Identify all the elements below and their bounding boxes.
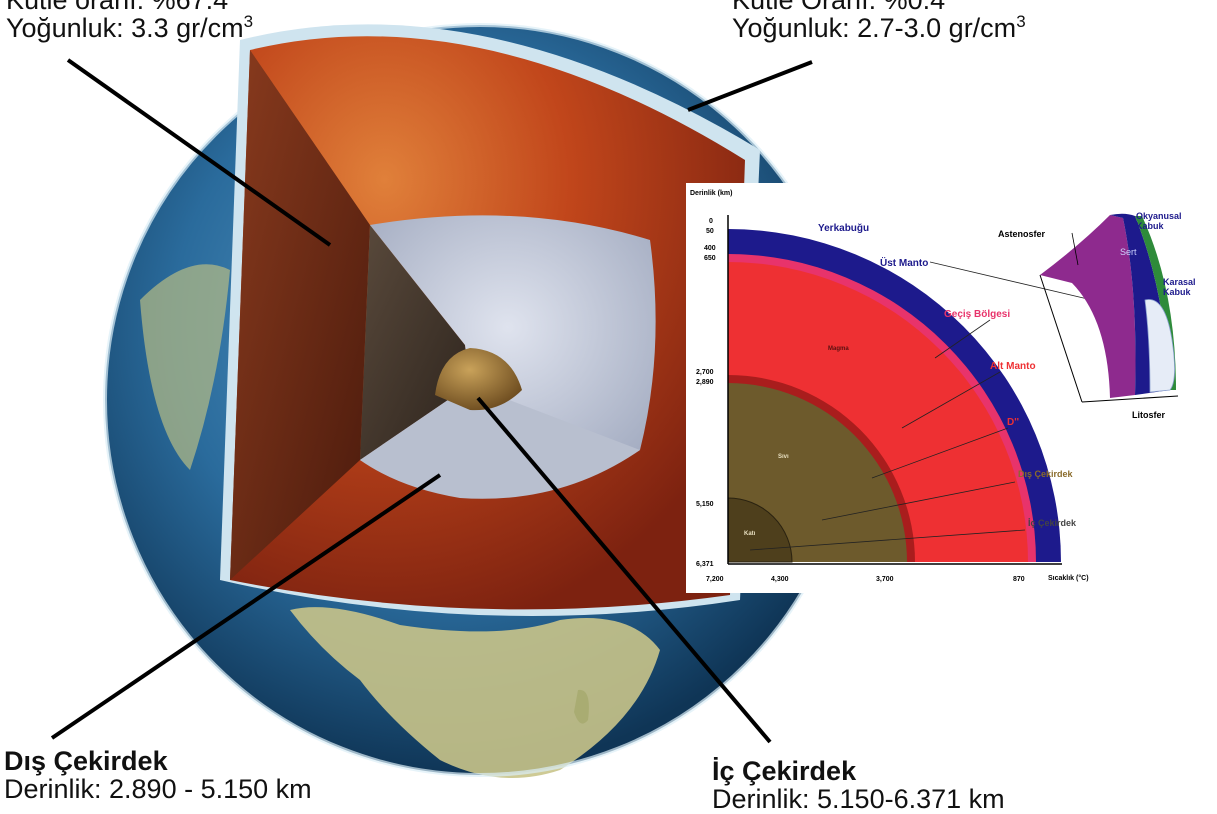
upper-mantle-layer-label: Üst Manto — [880, 256, 928, 269]
depth-tick-2890: 2,890 — [696, 379, 714, 386]
solid-tag: Katı — [744, 531, 756, 537]
magma-tag: Magma — [828, 346, 849, 352]
temperature-tick-3700: 3,700 — [876, 576, 894, 583]
inner-core-leader — [749, 529, 1026, 551]
oceanic-crust-label-line2: Kabuk — [1136, 221, 1165, 231]
inner-core-title: İç Çekirdek — [712, 756, 857, 786]
asthenosphere-label: Astenosfer — [998, 229, 1046, 239]
west-landmass — [140, 264, 230, 470]
continental-crust-label-line1: Karasal — [1163, 277, 1196, 287]
liquid-tag: Sıvı — [778, 454, 789, 460]
lower-mantle-leader — [901, 371, 1001, 429]
crust-pointer-line — [687, 60, 813, 112]
upper-mantle-leader — [929, 261, 1093, 301]
crust-label: Kütle Oranı: %0.4 Yoğunluk: 2.7-3.0 gr/c… — [732, 0, 1026, 42]
rigid-label: Sert — [1120, 247, 1137, 257]
lithosphere-label: Litosfer — [1132, 410, 1166, 420]
mantle-density: Yoğunluk: 3.3 gr/cm3 — [6, 12, 254, 43]
detail-chart: Astenosfer Sert Okyanusal Kabuk Karasal … — [998, 211, 1196, 420]
transition-leader — [934, 319, 991, 359]
depth-tick-0: 0 — [709, 218, 713, 225]
asthenosphere-leader — [1071, 232, 1079, 266]
core-inner-wall — [360, 225, 470, 460]
outer-core-floor — [360, 385, 640, 499]
depth-tick-400: 400 — [704, 245, 716, 252]
layer-inner-core-band — [727, 497, 793, 563]
mantle-mass-ratio: Kütle oranı: %67.4 — [6, 0, 229, 15]
detail-asthenosphere-band — [1040, 215, 1136, 398]
madagascar-landmass — [574, 689, 589, 724]
crust-mass-ratio: Kütle Oranı: %0.4 — [732, 0, 946, 15]
mantle-label: Kütle oranı: %67.4 Yoğunluk: 3.3 gr/cm3 — [6, 0, 253, 42]
outer-core-pointer-line — [50, 473, 442, 740]
detail-left-edge — [1039, 274, 1083, 403]
inner-core-cut — [435, 348, 522, 411]
temperature-axis-title: Sıcaklık (°C) — [1048, 574, 1089, 582]
mantle-pointer-line — [66, 58, 332, 247]
mantle-left-wall — [230, 50, 370, 580]
outer-core-leader — [821, 481, 1016, 521]
crust-density: Yoğunluk: 2.7-3.0 gr/cm3 — [732, 12, 1026, 43]
depth-tick-50: 50 — [706, 228, 714, 235]
section-chart: Derinlik (km) 0 50 400 650 2,700 2,890 5… — [686, 183, 1106, 593]
outer-core-layer-label: Dış Çekirdek — [1018, 469, 1074, 479]
lower-mantle-layer-label: Alt Manto — [990, 361, 1036, 372]
continental-crust-label-line2: Kabuk — [1163, 287, 1192, 297]
inner-core-pointer-line — [476, 396, 772, 744]
crust-layer-label: Yerkabuğu — [818, 223, 869, 234]
depth-tick-5150: 5,150 — [696, 501, 714, 508]
depth-axis-title: Derinlik (km) — [690, 190, 732, 197]
d-double-prime-leader — [871, 427, 1009, 479]
temperature-tick-7200: 7,200 — [706, 576, 724, 583]
inner-core-layer-label: İç Çekirdek — [1028, 518, 1077, 528]
detail-continental-crust-band — [1144, 299, 1175, 393]
outer-core-depth: Derinlik: 2.890 - 5.150 km — [4, 774, 312, 804]
depth-tick-2700: 2,700 — [696, 369, 714, 376]
oceanic-crust-label-line1: Okyanusal — [1136, 211, 1182, 221]
d-double-prime-layer-label: D'' — [1007, 417, 1019, 428]
temperature-tick-4300: 4,300 — [771, 576, 789, 583]
depth-tick-6371: 6,371 — [696, 561, 714, 568]
detail-bottom-edge — [1081, 395, 1179, 403]
outer-core-label: Dış Çekirdek Derinlik: 2.890 - 5.150 km — [4, 747, 312, 803]
depth-tick-650: 650 — [704, 255, 716, 262]
outer-core-title: Dış Çekirdek — [4, 746, 168, 776]
transition-zone-layer-label: Geçiş Bölgesi — [944, 309, 1010, 320]
temperature-tick-870: 870 — [1013, 576, 1025, 583]
africa-landmass — [290, 607, 660, 778]
